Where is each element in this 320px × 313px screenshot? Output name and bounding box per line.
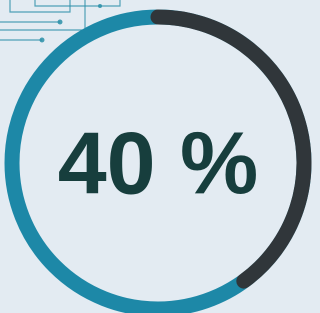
- page: 40 % (() => { const data = JSON.parse(do…: [0, 0, 313, 313]
- value-label: 40 %: [58, 114, 259, 213]
- chart: 40 %: [0, 0, 313, 313]
